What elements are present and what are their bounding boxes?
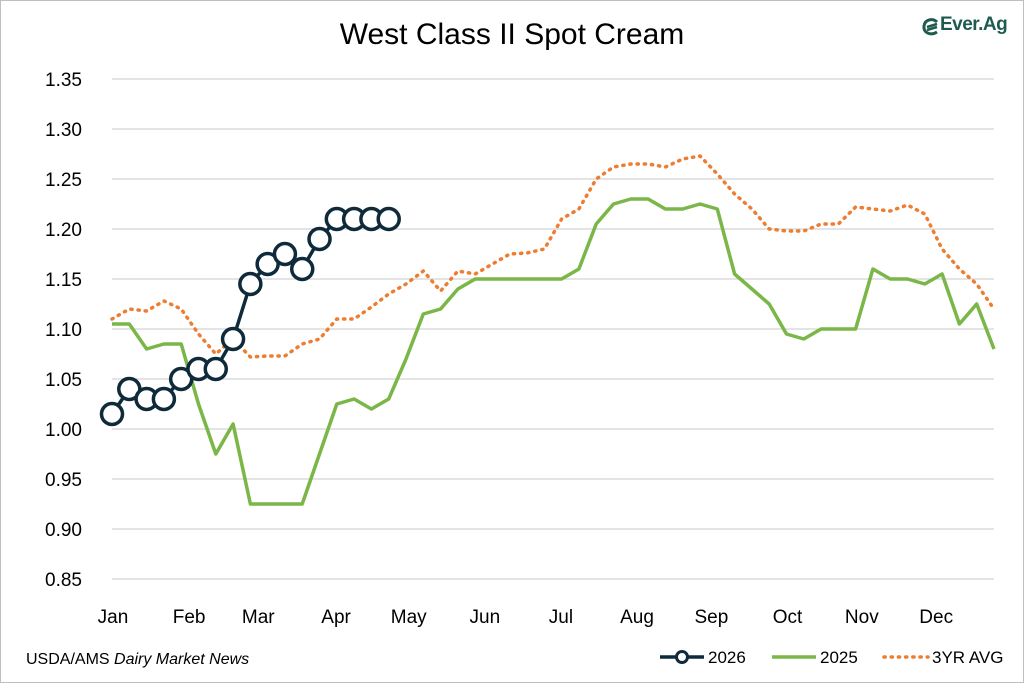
x-tick-label: Sep (694, 607, 728, 628)
y-tick-label: 0.90 (45, 520, 82, 541)
data-point (307, 226, 332, 252)
x-tick-label: Oct (773, 607, 803, 628)
x-tick-label: Dec (919, 607, 953, 628)
gridlines (112, 78, 994, 580)
source-italic: Dairy Market News (114, 651, 250, 668)
x-tick-label: Jun (470, 607, 501, 628)
logo-text: Ever.Ag (940, 14, 1008, 35)
x-axis: Jan Feb Mar Apr May Jun Jul Aug Sep Oct Nov Dec (98, 607, 953, 628)
series-line-2026 (110, 217, 389, 415)
plot-series (99, 154, 996, 506)
y-tick-label: 1.15 (45, 270, 82, 291)
y-tick-label: 1.30 (45, 120, 82, 141)
y-tick-label: 1.05 (45, 370, 82, 391)
legend-marker (675, 650, 689, 664)
logo: Ever.Ag (922, 14, 1018, 40)
y-tick-label: 1.10 (45, 320, 82, 341)
data-point (220, 326, 246, 352)
data-point (203, 356, 229, 382)
source-prefix: USDA/AMS (26, 651, 115, 668)
x-tick-label: Aug (620, 607, 654, 628)
x-tick-label: May (391, 607, 427, 628)
data-point (151, 386, 177, 412)
x-tick-label: Mar (242, 607, 275, 628)
legend: 2026 2025 3YR AVG (660, 648, 1004, 667)
legend-label: 2025 (820, 648, 858, 667)
legend-label: 2026 (708, 648, 746, 667)
legend-label: 3YR AVG (932, 648, 1004, 667)
y-tick-label: 1.00 (45, 420, 82, 441)
chart-title: West Class II Spot Cream (339, 18, 685, 51)
logo-icon (922, 18, 939, 36)
x-tick-label: Apr (321, 607, 351, 628)
y-tick-label: 1.25 (45, 170, 82, 191)
data-point (99, 401, 125, 427)
y-tick-label: 1.20 (45, 220, 82, 241)
x-tick-label: Nov (845, 607, 879, 628)
x-tick-label: Jan (98, 607, 129, 628)
x-tick-label: Jul (549, 607, 573, 628)
y-tick-label: 0.85 (45, 570, 82, 591)
data-point (376, 206, 401, 232)
x-tick-label: Feb (173, 607, 206, 628)
data-point (289, 256, 315, 282)
y-tick-label: 1.35 (45, 70, 82, 91)
data-point (272, 241, 298, 267)
series-line-3yr-avg (110, 154, 996, 359)
data-point (238, 271, 263, 297)
source-note: USDA/AMS Dairy Market News (26, 651, 249, 669)
y-tick-label: 0.95 (45, 470, 82, 491)
series-line-2025 (112, 197, 996, 506)
y-axis: 1.35 1.30 1.25 1.20 1.15 1.10 1.05 1.00 0.95 0.90… (45, 70, 82, 591)
